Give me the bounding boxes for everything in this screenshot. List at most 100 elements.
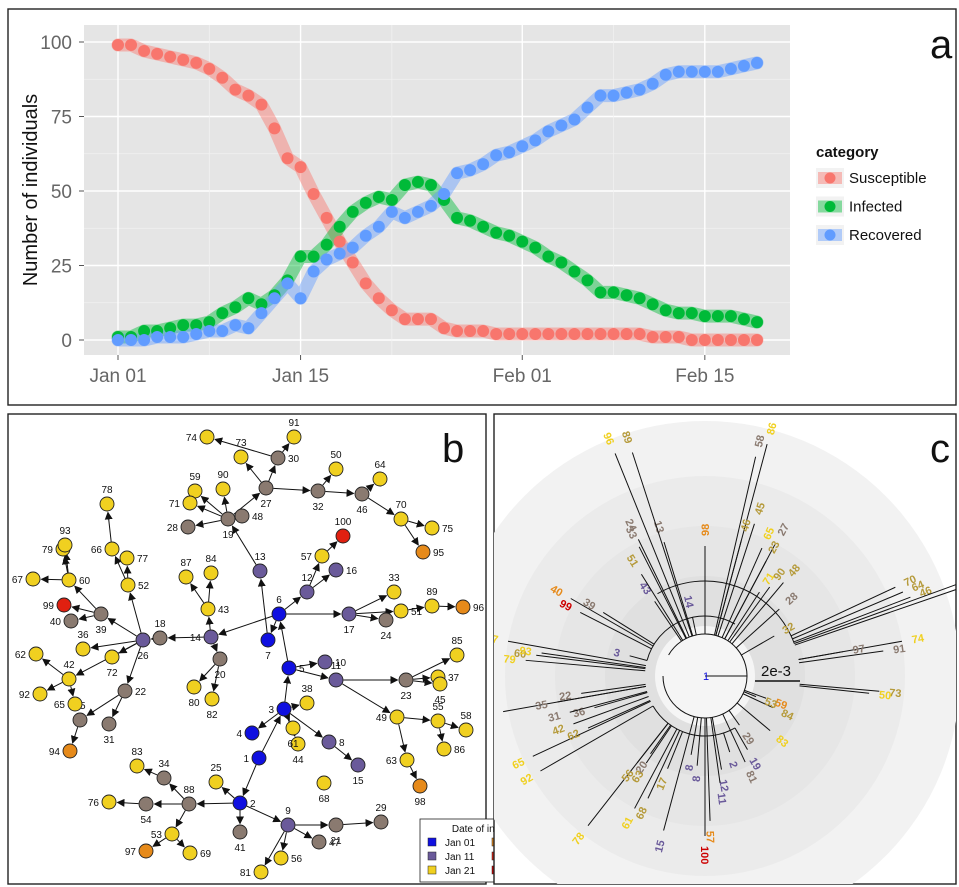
series-layer (111, 38, 764, 347)
tree-branch (742, 693, 774, 709)
node-label: 46 (356, 505, 368, 516)
data-point (659, 68, 672, 81)
tip-label: 3 (612, 647, 621, 660)
transmission-edge (167, 633, 204, 642)
node-circle (32, 686, 48, 702)
node-circle (321, 734, 337, 750)
tip-label: 81 (743, 769, 759, 785)
tree-branch (711, 717, 722, 770)
node-circle (203, 565, 219, 581)
node-circle (373, 814, 389, 830)
node-label: 33 (388, 573, 400, 584)
transmission-edge (107, 617, 137, 637)
tip-label: 98 (700, 524, 712, 536)
network-node: 90 (215, 470, 231, 497)
data-point (529, 328, 542, 341)
network-node: 21 (328, 817, 344, 847)
node-circle (101, 794, 117, 810)
node-label: 57 (301, 552, 313, 563)
transmission-edge (282, 712, 290, 722)
tree-branch (717, 523, 755, 637)
transmission-edge (67, 686, 76, 697)
data-point (581, 274, 594, 287)
data-point (177, 331, 190, 344)
node-label: 24 (380, 631, 392, 642)
panel-a: 0 25 50 75 100 Jan 01 Jan 15 Feb 01 Feb 15 Numb… (7, 8, 957, 406)
node-label: 1 (243, 754, 249, 765)
data-point (751, 56, 763, 69)
tip-label: 12 (716, 779, 730, 793)
network-node: 81 (240, 864, 269, 880)
node-label: 25 (210, 763, 222, 774)
node-label: 54 (140, 815, 152, 826)
node-label: 37 (448, 673, 460, 684)
network-node: 77 (119, 550, 149, 566)
network-node: 9 (280, 806, 296, 833)
data-point (516, 328, 529, 341)
tip-label: 46 (918, 585, 934, 601)
network-node: 71 (169, 495, 198, 511)
data-point (581, 328, 594, 341)
node-label: 2 (250, 799, 256, 810)
network-node: 23 (398, 672, 414, 702)
data-point (698, 334, 711, 346)
tip-label: 42 (551, 723, 567, 738)
node-label: 59 (189, 472, 201, 483)
network-node: 27 (258, 480, 274, 510)
series-points-infected (112, 176, 763, 344)
tree-branch (663, 541, 694, 636)
node-circle (290, 736, 306, 752)
network-node: 7 (260, 632, 276, 662)
tip-label: 11 (714, 792, 728, 805)
network-node: 13 (252, 552, 268, 579)
node-circle (281, 660, 297, 676)
data-point (398, 179, 411, 192)
node-label: 80 (188, 698, 200, 709)
node-label: 47 (329, 838, 341, 849)
data-point (255, 298, 268, 311)
tree-branch (602, 611, 655, 645)
data-point (385, 193, 398, 206)
node-circle (152, 630, 168, 646)
network-node: 15 (350, 757, 366, 787)
transmission-edge (356, 607, 394, 616)
series-points-recovered (112, 56, 763, 346)
node-label: 91 (288, 418, 300, 429)
node-circle (335, 528, 351, 544)
tree-branch (798, 651, 843, 660)
transmission-edge (200, 495, 223, 515)
network-node: 99 (43, 597, 72, 613)
network-node: 95 (415, 544, 445, 560)
data-point (190, 56, 203, 69)
network-node: 100 (335, 517, 352, 544)
network-node: 19 (220, 511, 236, 541)
network-node: 87 (178, 558, 194, 585)
node-label: 73 (235, 438, 247, 449)
network-node: 63 (386, 752, 415, 768)
tree-branch (713, 456, 757, 636)
node-label: 52 (138, 581, 150, 592)
node-label: 4 (236, 729, 242, 740)
y-tick-label: 75 (51, 108, 72, 129)
data-point (333, 235, 346, 248)
data-point (333, 247, 346, 260)
tip-label: 86 (765, 421, 780, 436)
tip-label: 45 (753, 501, 768, 516)
tree-branch (792, 591, 904, 640)
data-point (438, 322, 451, 335)
network-node: 65 (54, 696, 83, 712)
data-point (672, 65, 685, 78)
node-circle (271, 606, 287, 622)
data-point (568, 328, 581, 341)
tree-branch (741, 635, 775, 656)
tip-label: 43 (636, 580, 653, 597)
transmission-edge (71, 604, 94, 613)
tree-branch (525, 659, 646, 672)
node-circle (398, 672, 414, 688)
node-label: 87 (180, 558, 192, 569)
node-label: 51 (411, 607, 423, 618)
tip-label: 64 (910, 578, 927, 594)
